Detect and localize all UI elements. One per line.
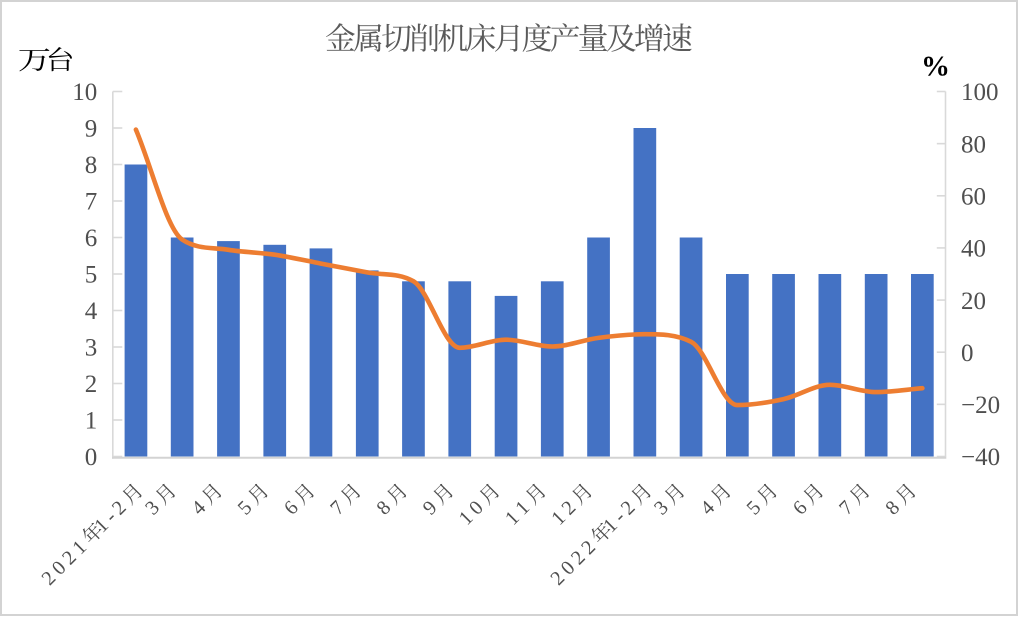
svg-text:60: 60 bbox=[961, 183, 986, 210]
svg-text:−20: −20 bbox=[961, 392, 1000, 419]
svg-text:7: 7 bbox=[85, 189, 98, 216]
svg-text:80: 80 bbox=[961, 131, 986, 158]
svg-text:3: 3 bbox=[85, 335, 98, 362]
svg-text:8: 8 bbox=[85, 152, 98, 179]
svg-text:0: 0 bbox=[961, 340, 974, 367]
svg-text:−40: −40 bbox=[961, 444, 1000, 471]
svg-text:5: 5 bbox=[85, 262, 98, 289]
svg-text:6: 6 bbox=[85, 225, 98, 252]
svg-text:10: 10 bbox=[72, 79, 97, 106]
svg-text:%: % bbox=[921, 51, 950, 83]
svg-text:4: 4 bbox=[85, 298, 98, 325]
svg-text:20: 20 bbox=[961, 288, 986, 315]
svg-text:9: 9 bbox=[85, 116, 98, 143]
svg-text:100: 100 bbox=[961, 79, 999, 106]
svg-text:2: 2 bbox=[85, 371, 98, 398]
svg-text:40: 40 bbox=[961, 236, 986, 263]
svg-text:0: 0 bbox=[85, 444, 98, 471]
svg-text:1: 1 bbox=[85, 408, 98, 435]
